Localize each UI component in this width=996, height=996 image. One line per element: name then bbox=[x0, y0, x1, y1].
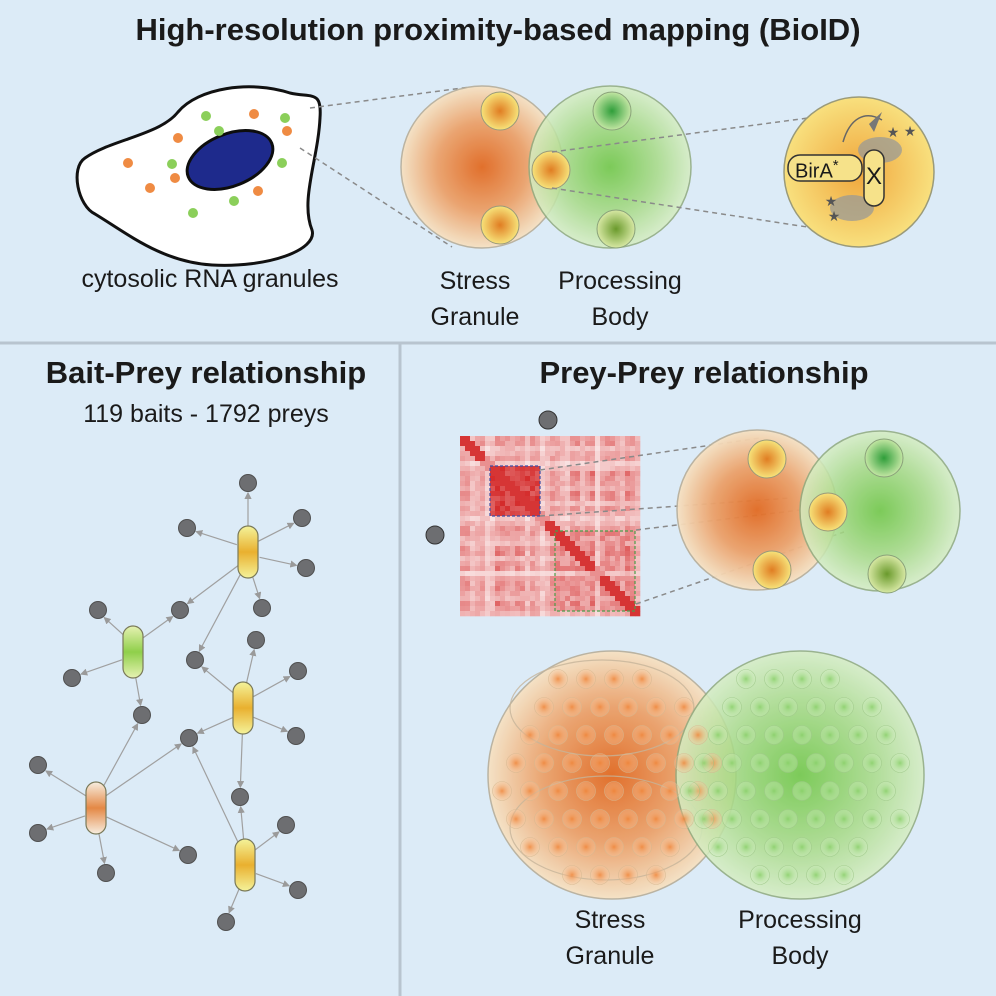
stress-granule-label-bottom: Stress Granule bbox=[565, 906, 655, 970]
zoom-line bbox=[539, 437, 761, 471]
prey-node bbox=[293, 509, 311, 527]
prey-node bbox=[247, 631, 265, 649]
interaction-edge bbox=[257, 522, 295, 542]
interaction-edge bbox=[106, 816, 181, 852]
interaction-edge bbox=[253, 716, 289, 733]
bait-protein-x bbox=[863, 149, 885, 207]
interaction-edge bbox=[196, 717, 233, 735]
bait-node bbox=[122, 625, 144, 679]
prey-node bbox=[239, 474, 257, 492]
prey-protein-dots bbox=[492, 669, 910, 885]
prey-node bbox=[179, 846, 197, 864]
zoom-line bbox=[551, 117, 809, 153]
interaction-edge bbox=[201, 666, 235, 695]
bait-prey-subtitle: 119 baits - 1792 preys bbox=[83, 400, 329, 428]
zoom-line bbox=[551, 187, 841, 233]
processing-body-label-bottom: Processing Body bbox=[738, 906, 862, 970]
processing-body-top bbox=[528, 85, 692, 249]
prey-node bbox=[231, 788, 249, 806]
bait-node bbox=[234, 838, 256, 892]
prey-node bbox=[133, 706, 151, 724]
bait-node bbox=[232, 681, 254, 735]
prey-node bbox=[289, 662, 307, 680]
biotin-star-icon: ★ bbox=[887, 125, 900, 141]
bait-prey-network bbox=[29, 474, 315, 931]
stress-granule-label-top: Stress Granule bbox=[430, 267, 520, 331]
interaction-edge bbox=[192, 746, 241, 847]
granule-pair-bottom bbox=[487, 650, 925, 900]
nucleus bbox=[185, 129, 275, 191]
cell-caption: cytosolic RNA granules bbox=[81, 265, 339, 293]
biotin-star-icon: ★ bbox=[825, 194, 838, 210]
granule-pair-middle bbox=[676, 429, 961, 594]
interaction-edge bbox=[186, 564, 240, 605]
prey-node bbox=[29, 756, 47, 774]
zoom-line bbox=[299, 147, 453, 248]
prey-node bbox=[97, 864, 115, 882]
interaction-edge bbox=[198, 569, 244, 653]
interaction-edge bbox=[252, 676, 291, 698]
prey-prey-heatmap bbox=[460, 436, 641, 617]
birA-fusion-tag bbox=[787, 154, 863, 182]
biotin-star-icon: ★ bbox=[904, 124, 917, 140]
interaction-edge bbox=[105, 743, 182, 797]
cell-granules bbox=[123, 109, 292, 218]
interaction-edge bbox=[236, 727, 245, 789]
prey-node bbox=[178, 519, 196, 537]
processing-body-label-top: Processing Body bbox=[558, 267, 682, 331]
interaction-edge bbox=[80, 659, 123, 676]
interaction-edge bbox=[100, 722, 139, 791]
bait-prey-title: Bait-Prey relationship bbox=[45, 355, 367, 390]
prey-node bbox=[287, 727, 305, 745]
interaction-edge bbox=[244, 648, 257, 689]
interaction-edge bbox=[255, 872, 291, 888]
cell-illustration bbox=[75, 85, 322, 267]
prey-node bbox=[171, 601, 189, 619]
page-title: High-resolution proximity-based mapping … bbox=[135, 12, 861, 47]
interaction-edge bbox=[46, 815, 86, 831]
interaction-edge bbox=[141, 615, 174, 640]
prey-node bbox=[29, 824, 47, 842]
interaction-edge bbox=[253, 831, 280, 852]
granule-pair-top bbox=[400, 85, 692, 249]
birA-label: BirA* bbox=[795, 157, 839, 183]
prey-node bbox=[89, 601, 107, 619]
prey-protein-icon bbox=[830, 195, 874, 221]
prey-node bbox=[253, 599, 271, 617]
prey-node bbox=[277, 816, 295, 834]
biotin-star-icon: ★ bbox=[828, 209, 841, 225]
prey-node bbox=[297, 559, 315, 577]
prey-node bbox=[217, 913, 235, 931]
prey-node bbox=[180, 729, 198, 747]
prey-node bbox=[63, 669, 81, 687]
prey-prey-title: Prey-Prey relationship bbox=[539, 355, 869, 390]
prey-node bbox=[186, 651, 204, 669]
prey-node-axis-top bbox=[538, 410, 558, 430]
interaction-edge bbox=[195, 530, 238, 546]
interaction-edge bbox=[45, 770, 87, 797]
cluster-box-stress bbox=[489, 465, 541, 517]
bait-node bbox=[237, 525, 259, 579]
interaction-edge bbox=[103, 616, 126, 638]
bait-node bbox=[85, 781, 107, 835]
interaction-edge bbox=[259, 556, 298, 568]
cluster-box-pbody bbox=[554, 530, 636, 612]
birA-zoom-circle: ★ ★ ★ ★ bbox=[783, 96, 935, 248]
bait-x-label: X bbox=[865, 163, 882, 190]
prey-node-axis-left bbox=[425, 525, 445, 545]
prey-node bbox=[289, 881, 307, 899]
